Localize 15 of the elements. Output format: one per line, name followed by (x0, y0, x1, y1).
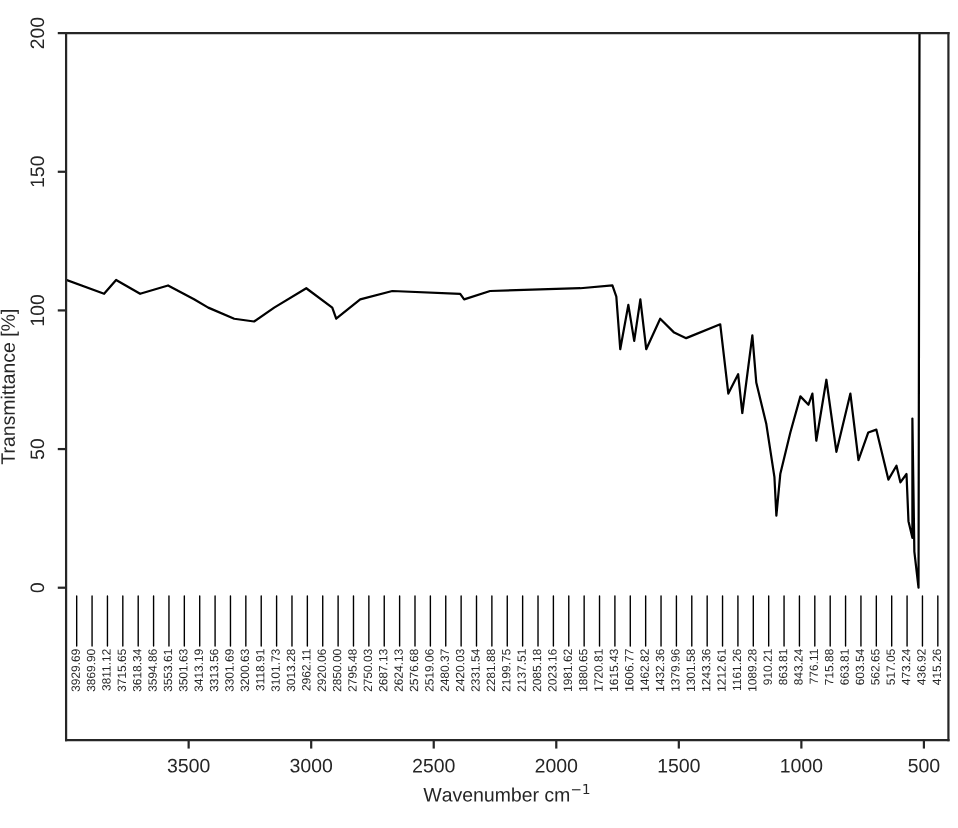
x-tick-label: 1500 (658, 758, 700, 773)
x-tick-label: 3500 (167, 758, 210, 773)
x-axis-title: Wavenumber cm$^{−1}$ (423, 784, 590, 802)
x-tick-label: 2500 (413, 758, 455, 773)
y-tick-label: 50 (30, 439, 45, 460)
y-tick-label: 150 (30, 156, 45, 187)
y-tick-label: 200 (30, 17, 45, 49)
y-tick-label: 0 (30, 583, 45, 593)
line-series (66, 33, 921, 589)
x-tick-label: 1000 (781, 758, 823, 773)
y-tick-label: 100 (30, 294, 45, 326)
x-tick-label: 2000 (535, 758, 578, 773)
y-axis-title: Transmittance [%] (0, 310, 19, 465)
x-tick-label: 500 (908, 758, 940, 773)
x-tick-label: 3000 (290, 758, 333, 773)
